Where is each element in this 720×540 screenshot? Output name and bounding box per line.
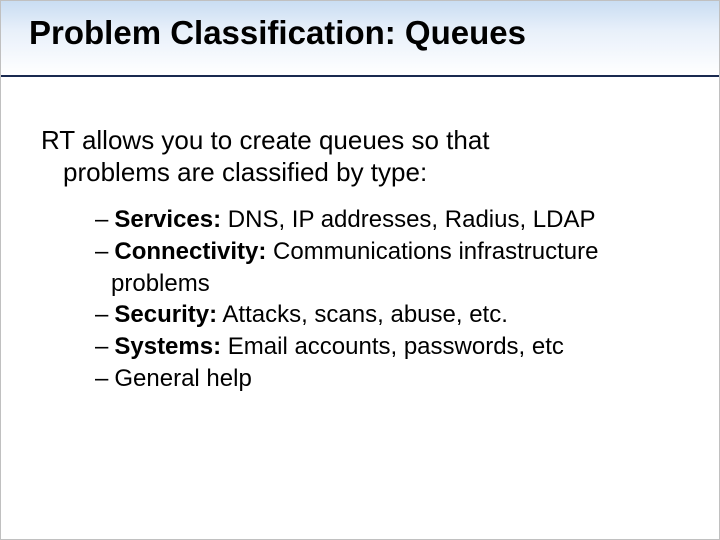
bullet-label: Services: <box>114 206 221 233</box>
bullet-text: Attacks, scans, abuse, etc. <box>217 301 508 328</box>
dash-icon: – <box>95 365 108 392</box>
dash-icon: – <box>95 238 108 265</box>
slide-title: Problem Classification: Queues <box>29 15 719 51</box>
bullet-label: Connectivity: <box>114 238 266 265</box>
list-item: –General help <box>95 363 679 395</box>
bullet-text: Email accounts, passwords, etc <box>221 333 564 360</box>
list-item: –Services: DNS, IP addresses, Radius, LD… <box>95 204 679 236</box>
dash-icon: – <box>95 333 108 360</box>
dash-icon: – <box>95 206 108 233</box>
bullet-text: DNS, IP addresses, Radius, LDAP <box>221 206 595 233</box>
list-item: –Systems: Email accounts, passwords, etc <box>95 331 679 363</box>
bullet-label: Security: <box>114 301 217 328</box>
list-item: –Security: Attacks, scans, abuse, etc. <box>95 299 679 331</box>
title-bar: Problem Classification: Queues <box>1 1 719 77</box>
intro-text: RT allows you to create queues so that p… <box>41 125 679 188</box>
dash-icon: – <box>95 301 108 328</box>
slide-body: RT allows you to create queues so that p… <box>1 77 719 394</box>
bullet-label: Systems: <box>114 333 221 360</box>
bullet-list: –Services: DNS, IP addresses, Radius, LD… <box>41 204 679 394</box>
intro-line1: RT allows you to create queues so that <box>41 125 490 155</box>
intro-line2: problems are classified by type: <box>41 157 427 187</box>
bullet-text: General help <box>114 365 251 392</box>
list-item: –Connectivity: Communications infrastruc… <box>95 236 679 299</box>
